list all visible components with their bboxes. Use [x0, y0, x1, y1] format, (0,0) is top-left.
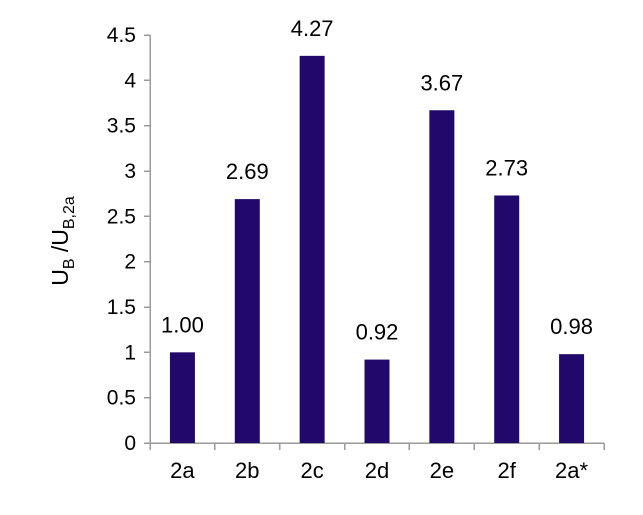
y-tick-label: 2.5	[107, 205, 136, 228]
y-tick-label: 4.5	[107, 24, 136, 47]
y-axis-title: UB /UB,2a	[47, 196, 78, 286]
y-tick-label: 0	[124, 432, 136, 455]
x-category-label: 2e	[430, 458, 454, 483]
y-tick-label: 3	[124, 160, 136, 183]
y-tick-label: 1	[124, 341, 136, 364]
bar-2a	[169, 352, 195, 443]
bar-2f	[494, 195, 520, 443]
data-label: 3.67	[420, 70, 463, 95]
data-label: 4.27	[291, 16, 334, 41]
y-tick-label: 1.5	[107, 296, 136, 319]
x-category-label: 2c	[301, 458, 324, 483]
y-tick-label: 4	[124, 69, 136, 92]
y-axis-title-part: /U	[47, 229, 73, 258]
y-tick-label: 3.5	[107, 115, 136, 138]
bar-2b	[234, 199, 260, 443]
data-label: 0.92	[356, 320, 399, 345]
y-axis-title-part: U	[47, 269, 73, 286]
x-category-label: 2f	[498, 458, 517, 483]
x-category-label: 2a	[170, 458, 195, 483]
y-axis-title-subscript: B	[61, 259, 78, 270]
data-label: 1.00	[161, 312, 204, 337]
data-label: 2.69	[226, 159, 269, 184]
bar-2a-star	[559, 354, 585, 443]
data-label: 0.98	[550, 314, 593, 339]
data-label: 2.73	[485, 155, 528, 180]
y-tick-label: 2	[124, 251, 136, 274]
bar-2c	[299, 55, 325, 443]
x-category-label: 2d	[365, 458, 389, 483]
bar-2e	[429, 110, 455, 444]
x-category-label: 2b	[235, 458, 259, 483]
bar-2d	[364, 359, 390, 443]
x-category-label: 2a*	[555, 458, 588, 483]
y-tick-label: 0.5	[107, 387, 136, 410]
y-axis-title-subscript: B,2a	[61, 196, 78, 229]
